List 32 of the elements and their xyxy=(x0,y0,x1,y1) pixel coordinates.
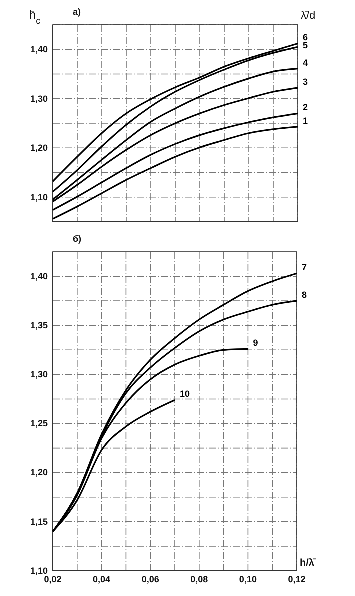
chart-title: б) xyxy=(73,234,82,244)
x-tick-label: 0,04 xyxy=(93,574,111,584)
x-tick-label: 0,10 xyxy=(239,574,257,584)
series-label: 10 xyxy=(180,389,190,400)
y-tick-label: 1,40 xyxy=(30,271,48,282)
x-axis-title: h/λ̄ xyxy=(300,558,316,569)
y-tick-label: 1,20 xyxy=(30,143,48,154)
y-tick-label: 1,10 xyxy=(30,566,48,576)
x-tick-label: 0,06 xyxy=(142,574,160,584)
series-label: 2 xyxy=(303,102,308,113)
series-label: 5 xyxy=(303,40,308,51)
x-tick-label: 0,08 xyxy=(190,574,208,584)
y-tick-label: 1,30 xyxy=(30,370,48,380)
series-label: 6 xyxy=(303,32,308,43)
series-label: 7 xyxy=(302,262,308,273)
y-tick-label: 1,30 xyxy=(30,94,48,104)
y-tick-label: 1,25 xyxy=(30,418,48,429)
y-tick-label: 1,35 xyxy=(30,320,48,330)
x-tick-label: 0,12 xyxy=(288,574,306,584)
series-label: 9 xyxy=(253,338,258,348)
y-tick-label: 1,15 xyxy=(30,516,48,527)
chart-title: а) xyxy=(73,7,82,17)
y-axis-title: h̄$_{c}$ xyxy=(29,8,42,26)
y-tick-label: 1,10 xyxy=(30,192,48,202)
series-label: 3 xyxy=(303,77,308,88)
y-tick-label: 1,40 xyxy=(30,44,48,55)
series-label: 8 xyxy=(302,290,308,300)
y-tick-label: 1,20 xyxy=(30,468,48,478)
series-label: 1 xyxy=(303,116,308,126)
x-tick-label: 0,02 xyxy=(44,574,62,584)
series-label: 4 xyxy=(303,58,308,68)
text: λ̄/d xyxy=(301,10,316,22)
